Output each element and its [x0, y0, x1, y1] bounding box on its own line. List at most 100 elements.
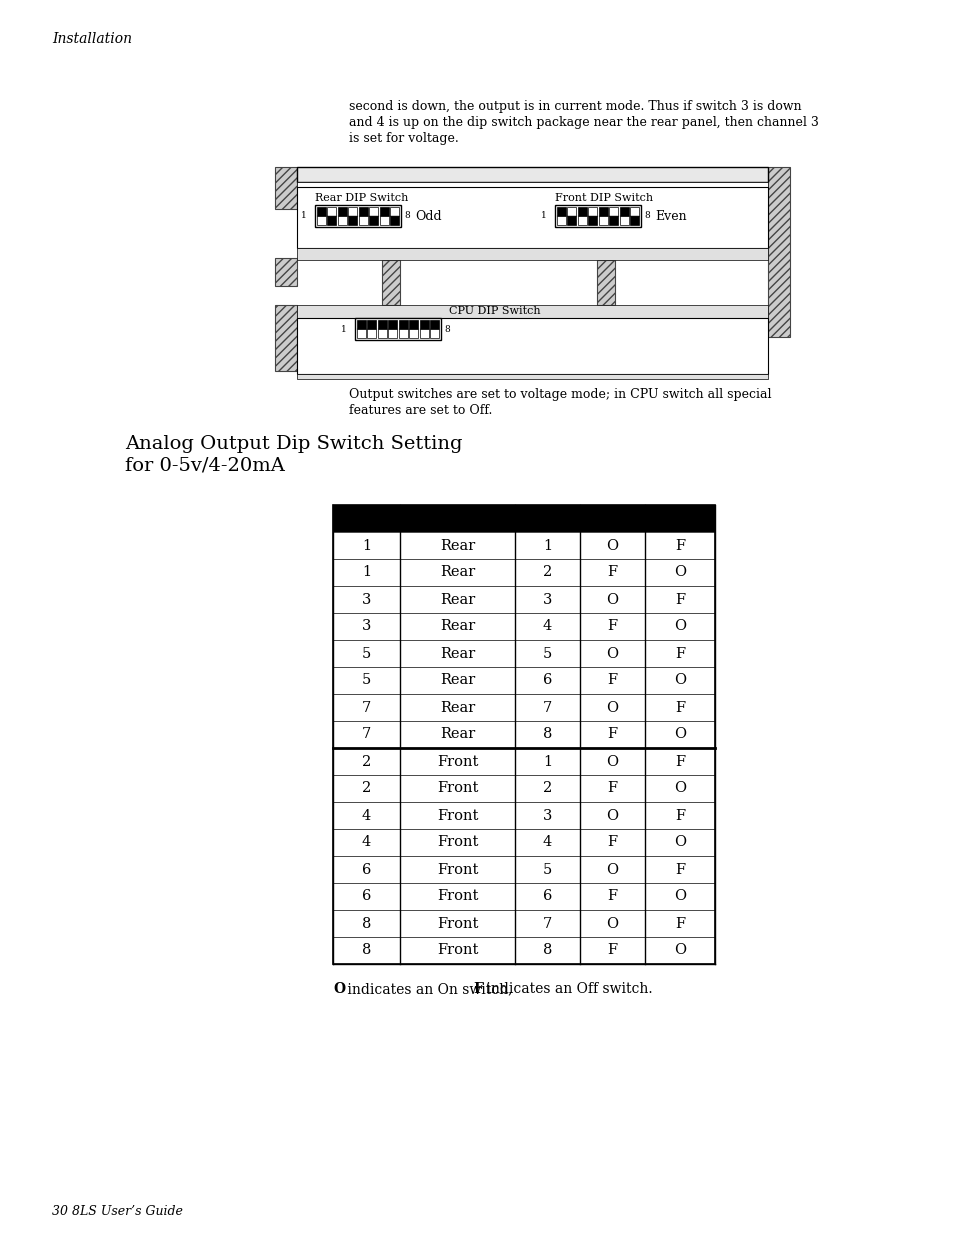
Bar [398, 320, 408, 329]
Text: 6: 6 [361, 889, 371, 904]
Text: Front DIP Switch: Front DIP Switch [555, 193, 653, 203]
Bar [567, 216, 576, 225]
Bar [557, 207, 565, 216]
Text: 8: 8 [644, 211, 650, 221]
Text: F: F [607, 836, 617, 850]
Text: 4: 4 [542, 620, 552, 634]
Text: F: F [674, 593, 684, 606]
Bar [355, 317, 441, 340]
Text: 3: 3 [361, 593, 371, 606]
Text: Rear: Rear [439, 673, 475, 688]
Text: 7: 7 [361, 727, 371, 741]
Text: F: F [674, 755, 684, 768]
Text: and 4 is up on the dip switch package near the rear panel, then channel 3: and 4 is up on the dip switch package ne… [349, 116, 818, 128]
Text: Rear: Rear [439, 727, 475, 741]
Text: 4: 4 [361, 836, 371, 850]
Text: Odd: Odd [416, 210, 441, 222]
Text: O: O [606, 916, 618, 930]
Bar [630, 216, 639, 225]
Text: 3: 3 [361, 620, 371, 634]
Text: O: O [673, 566, 685, 579]
Text: 2: 2 [361, 782, 371, 795]
Text: 4: 4 [542, 836, 552, 850]
Text: Front: Front [436, 944, 477, 957]
Bar [333, 721, 714, 748]
Text: Front: Front [436, 782, 477, 795]
Bar [337, 216, 347, 225]
Text: for 0-5v/4-20mA: for 0-5v/4-20mA [125, 457, 285, 475]
Text: O: O [673, 620, 685, 634]
Bar [388, 329, 397, 338]
Text: features are set to Off.: features are set to Off. [349, 404, 492, 417]
Bar [588, 207, 597, 216]
Bar [369, 207, 378, 216]
Text: 30 8LS User’s Guide: 30 8LS User’s Guide [52, 1205, 183, 1218]
Bar [296, 248, 767, 261]
Bar [409, 329, 418, 338]
Text: F: F [607, 782, 617, 795]
Text: 1: 1 [361, 538, 371, 552]
Text: 1: 1 [540, 211, 546, 221]
Bar [333, 559, 714, 585]
Text: 7: 7 [542, 700, 552, 715]
Text: is set for voltage.: is set for voltage. [349, 132, 458, 144]
Text: F: F [607, 889, 617, 904]
Text: O: O [606, 646, 618, 661]
Text: O: O [673, 782, 685, 795]
Bar [419, 329, 429, 338]
Text: 2: 2 [542, 782, 552, 795]
Text: F: F [674, 862, 684, 877]
Text: 7: 7 [361, 700, 371, 715]
Text: F: F [607, 673, 617, 688]
Bar [619, 216, 628, 225]
Text: O: O [606, 755, 618, 768]
Text: 6: 6 [542, 889, 552, 904]
Bar [379, 207, 389, 216]
Bar [598, 216, 607, 225]
Text: 5: 5 [361, 646, 371, 661]
Bar [609, 207, 618, 216]
Text: O: O [606, 538, 618, 552]
Bar [296, 305, 767, 317]
Text: Rear: Rear [439, 700, 475, 715]
Text: O: O [673, 673, 685, 688]
Text: CPU DIP Switch: CPU DIP Switch [449, 306, 540, 316]
Text: F: F [607, 944, 617, 957]
Text: Even: Even [655, 210, 686, 222]
Text: indicates an On switch,: indicates an On switch, [343, 982, 517, 995]
Bar [567, 207, 576, 216]
Bar [578, 207, 586, 216]
Text: O: O [606, 809, 618, 823]
Text: 8: 8 [444, 325, 450, 333]
Text: Front: Front [436, 809, 477, 823]
Text: O: O [673, 889, 685, 904]
Bar [409, 320, 418, 329]
Bar [419, 320, 429, 329]
Text: F: F [674, 809, 684, 823]
Bar [333, 505, 714, 965]
Bar [555, 205, 640, 227]
Text: F: F [607, 620, 617, 634]
Text: F: F [674, 646, 684, 661]
Bar [398, 329, 408, 338]
Bar [333, 856, 714, 883]
Bar [274, 258, 296, 287]
Bar [333, 505, 714, 532]
Text: 1: 1 [542, 755, 552, 768]
Text: 8: 8 [361, 916, 371, 930]
Bar [333, 640, 714, 667]
Bar [333, 883, 714, 910]
Bar [296, 167, 767, 182]
Text: Front: Front [436, 889, 477, 904]
Text: O: O [606, 593, 618, 606]
Text: O: O [673, 727, 685, 741]
Bar [358, 207, 368, 216]
Bar [296, 374, 767, 379]
Text: F: F [607, 566, 617, 579]
Text: 8: 8 [404, 211, 410, 221]
Bar [348, 216, 357, 225]
Text: Rear: Rear [439, 566, 475, 579]
Bar [296, 317, 767, 374]
Bar [557, 216, 565, 225]
Text: F: F [674, 916, 684, 930]
